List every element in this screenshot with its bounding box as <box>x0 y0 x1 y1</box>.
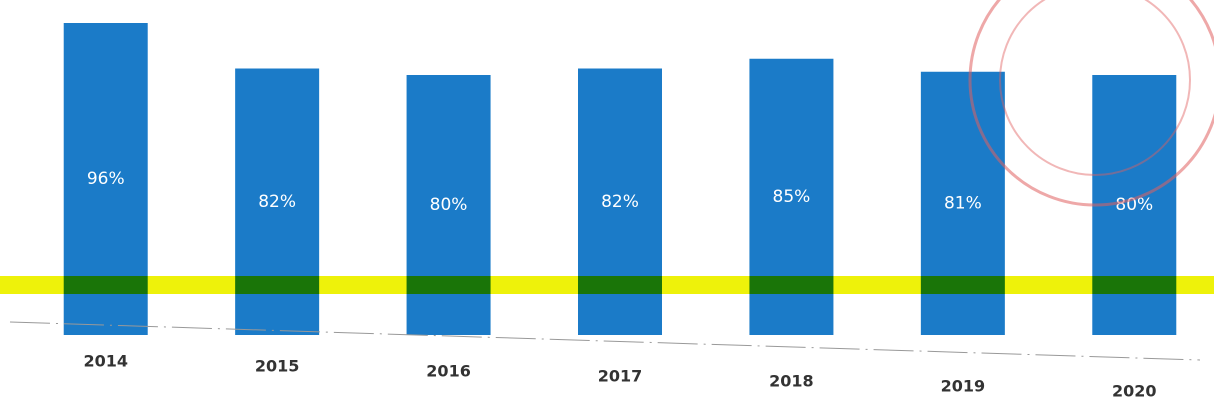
baseline <box>9 321 1201 361</box>
overlay <box>0 0 1214 361</box>
x-tick-label: 2020 <box>1112 382 1157 401</box>
x-tick-label: 2016 <box>426 362 471 381</box>
x-tick-label: 2018 <box>769 372 814 391</box>
value-label: 81% <box>944 193 982 213</box>
value-label: 82% <box>601 192 639 212</box>
value-label: 82% <box>258 192 296 212</box>
value-label: 96% <box>87 169 125 189</box>
highlight-stripe <box>0 276 1214 294</box>
value-label: 80% <box>430 195 468 215</box>
x-tick-label: 2017 <box>598 367 643 386</box>
x-tick-label: 2014 <box>83 352 128 371</box>
x-tick-label: 2015 <box>255 357 300 376</box>
x-tick-label: 2019 <box>941 377 986 396</box>
stamp <box>968 0 1214 207</box>
value-label: 85% <box>773 187 811 207</box>
stamp-inner <box>999 0 1191 176</box>
